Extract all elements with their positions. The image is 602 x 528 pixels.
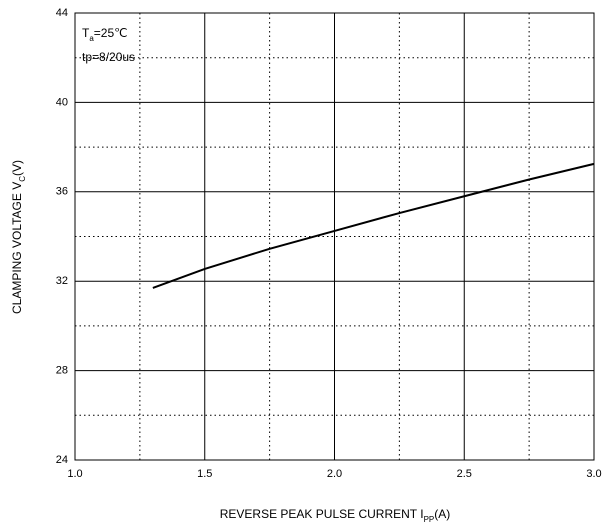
x-tick-label: 2.0 (327, 468, 342, 480)
y-axis-label-part: CLAMPING VOLTAGE V (10, 182, 24, 314)
y-tick-label: 44 (56, 7, 68, 19)
annotation-part: a (89, 34, 94, 43)
x-tick-label: 3.0 (586, 468, 601, 480)
data-line (152, 162, 595, 289)
plot-frame (74, 12, 595, 461)
annotation: Ta=25℃ (82, 26, 128, 42)
y-tick-label: 28 (56, 365, 68, 377)
annotation-part: =25℃ (94, 26, 128, 40)
y-tick-label: 32 (56, 275, 68, 287)
y-tick-label: 40 (56, 96, 68, 108)
x-axis-label: REVERSE PEAK PULSE CURRENT IPP(A) (220, 507, 451, 523)
annotation: tp=8/20us (82, 50, 135, 64)
y-axis-label: CLAMPING VOLTAGE VC(V) (10, 160, 26, 314)
x-tick-label: 1.0 (67, 468, 82, 480)
x-axis-label-part: REVERSE PEAK PULSE CURRENT I (220, 507, 424, 521)
y-tick-label: 36 (56, 186, 68, 198)
y-axis-label-part: C (18, 176, 27, 182)
x-tick-label: 1.5 (197, 468, 212, 480)
y-axis-label-part: (V) (10, 160, 24, 176)
annotation-part: T (82, 26, 90, 40)
x-axis-label-part: PP (424, 515, 435, 524)
x-axis-label-part: (A) (434, 507, 450, 521)
x-tick-label: 2.5 (457, 468, 472, 480)
annotation-part: tp=8/20us (82, 50, 135, 64)
y-tick-label: 24 (56, 454, 68, 466)
